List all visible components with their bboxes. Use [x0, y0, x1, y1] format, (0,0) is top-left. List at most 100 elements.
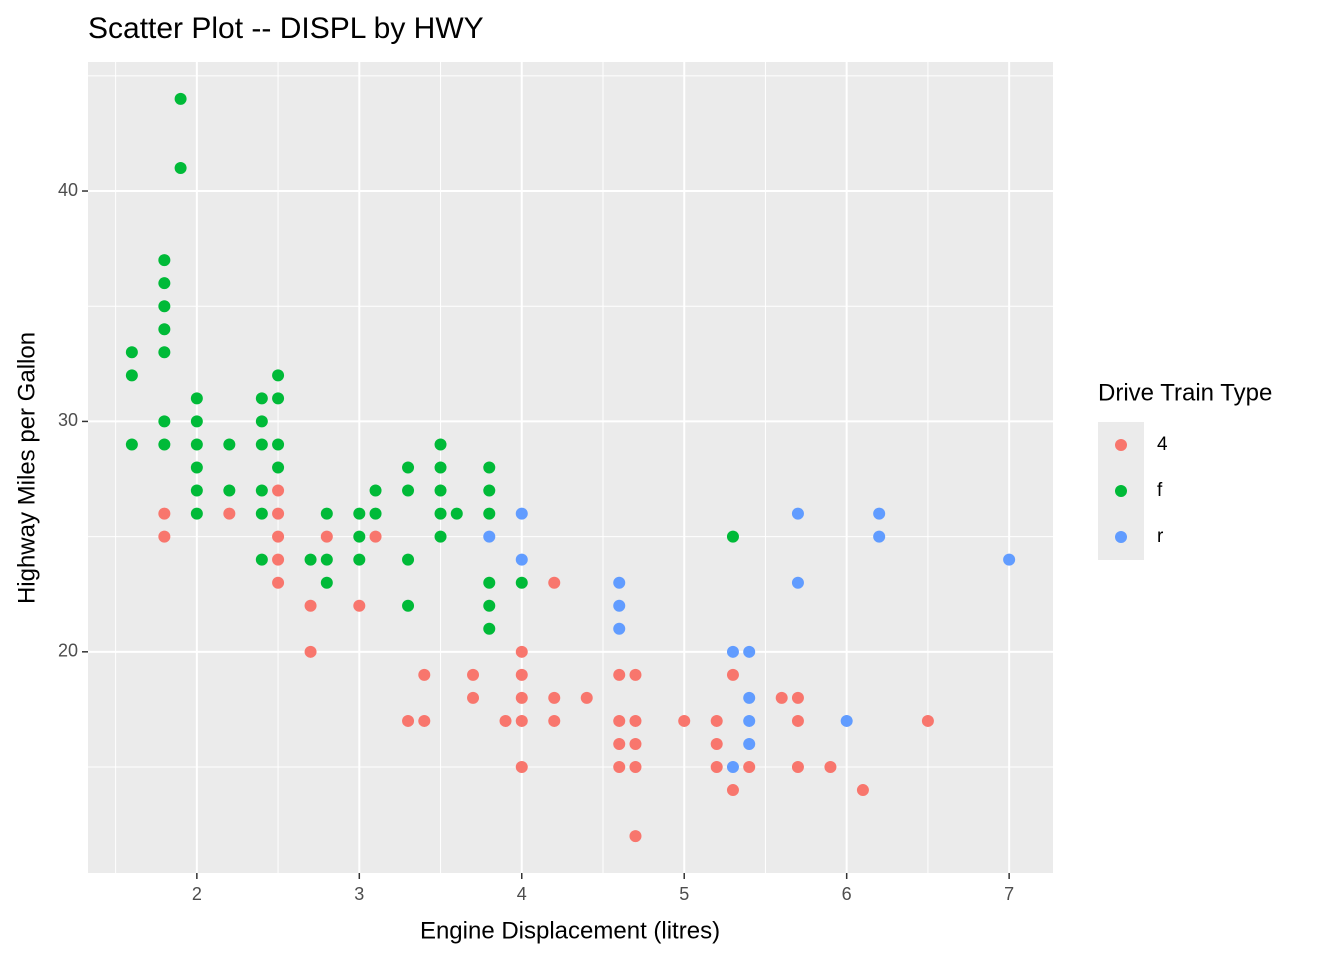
point	[272, 576, 285, 589]
point	[710, 761, 723, 774]
point	[190, 438, 203, 451]
point	[873, 507, 886, 520]
point	[613, 622, 626, 635]
point	[125, 369, 138, 382]
point	[174, 161, 187, 174]
point	[840, 714, 853, 727]
point	[255, 507, 268, 520]
point	[791, 507, 804, 520]
point	[743, 691, 756, 704]
point	[791, 714, 804, 727]
point	[304, 645, 317, 658]
legend-swatch	[1115, 439, 1127, 451]
point	[272, 369, 285, 382]
legend-label: f	[1157, 480, 1163, 501]
legend-swatch	[1115, 485, 1127, 497]
point	[418, 714, 431, 727]
point	[369, 507, 382, 520]
point	[613, 761, 626, 774]
point	[613, 576, 626, 589]
point	[613, 737, 626, 750]
point	[856, 784, 869, 797]
point	[125, 438, 138, 451]
point	[223, 438, 236, 451]
point	[629, 737, 642, 750]
point	[629, 668, 642, 681]
point	[320, 530, 333, 543]
point	[434, 484, 447, 497]
point	[402, 553, 415, 566]
point	[369, 530, 382, 543]
x-axis-title: Engine Displacement (litres)	[420, 917, 720, 944]
point	[402, 484, 415, 497]
point	[272, 507, 285, 520]
point	[255, 553, 268, 566]
point	[483, 484, 496, 497]
point	[158, 300, 171, 313]
point	[678, 714, 691, 727]
point	[402, 599, 415, 612]
point	[515, 645, 528, 658]
point	[304, 599, 317, 612]
point	[743, 714, 756, 727]
point	[548, 714, 561, 727]
point	[255, 415, 268, 428]
point	[158, 530, 171, 543]
point	[158, 507, 171, 520]
point	[353, 553, 366, 566]
point	[434, 438, 447, 451]
point	[190, 392, 203, 405]
point	[515, 553, 528, 566]
point	[190, 415, 203, 428]
point	[726, 645, 739, 658]
point	[223, 507, 236, 520]
point	[353, 507, 366, 520]
point	[255, 484, 268, 497]
point	[613, 714, 626, 727]
point	[483, 599, 496, 612]
point	[272, 392, 285, 405]
x-tick-label: 6	[842, 884, 852, 904]
point	[158, 277, 171, 290]
x-tick-label: 5	[679, 884, 689, 904]
y-tick-label: 30	[58, 410, 78, 430]
point	[320, 576, 333, 589]
legend-swatch	[1115, 531, 1127, 543]
point	[272, 438, 285, 451]
point	[873, 530, 886, 543]
point	[726, 784, 739, 797]
legend-label: r	[1157, 526, 1164, 547]
x-tick-label: 2	[192, 884, 202, 904]
point	[743, 645, 756, 658]
point	[304, 553, 317, 566]
point	[791, 761, 804, 774]
point	[158, 346, 171, 359]
point	[467, 668, 480, 681]
y-tick-label: 40	[58, 180, 78, 200]
point	[743, 761, 756, 774]
point	[158, 438, 171, 451]
point	[791, 576, 804, 589]
point	[921, 714, 934, 727]
point	[402, 461, 415, 474]
point	[467, 691, 480, 704]
point	[353, 530, 366, 543]
point	[515, 507, 528, 520]
point	[434, 507, 447, 520]
point	[402, 714, 415, 727]
point	[272, 484, 285, 497]
point	[629, 714, 642, 727]
point	[434, 461, 447, 474]
point	[629, 830, 642, 843]
point	[418, 668, 431, 681]
point	[190, 461, 203, 474]
point	[255, 392, 268, 405]
point	[158, 415, 171, 428]
point	[824, 761, 837, 774]
point	[483, 622, 496, 635]
legend-label: 4	[1157, 434, 1168, 455]
point	[791, 691, 804, 704]
point	[272, 553, 285, 566]
point	[450, 507, 463, 520]
point	[272, 461, 285, 474]
